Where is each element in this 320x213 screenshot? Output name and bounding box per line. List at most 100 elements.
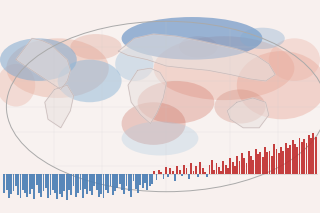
FancyBboxPatch shape	[89, 174, 91, 191]
Polygon shape	[227, 98, 269, 128]
FancyBboxPatch shape	[105, 174, 107, 190]
FancyBboxPatch shape	[8, 174, 10, 198]
FancyBboxPatch shape	[80, 174, 81, 190]
FancyBboxPatch shape	[310, 138, 312, 174]
FancyBboxPatch shape	[84, 174, 86, 189]
FancyBboxPatch shape	[13, 174, 14, 191]
FancyBboxPatch shape	[255, 149, 257, 174]
FancyBboxPatch shape	[204, 172, 206, 174]
FancyBboxPatch shape	[119, 174, 121, 184]
FancyBboxPatch shape	[243, 158, 245, 174]
FancyBboxPatch shape	[303, 139, 305, 174]
Ellipse shape	[122, 121, 198, 155]
FancyBboxPatch shape	[268, 151, 270, 174]
FancyBboxPatch shape	[4, 174, 5, 193]
Polygon shape	[128, 68, 166, 124]
FancyBboxPatch shape	[190, 163, 192, 174]
FancyBboxPatch shape	[6, 174, 8, 190]
FancyBboxPatch shape	[197, 174, 199, 177]
Ellipse shape	[138, 81, 214, 124]
FancyBboxPatch shape	[31, 174, 33, 189]
FancyBboxPatch shape	[248, 151, 250, 174]
FancyBboxPatch shape	[234, 166, 236, 174]
FancyBboxPatch shape	[121, 174, 123, 190]
FancyBboxPatch shape	[218, 167, 220, 174]
FancyBboxPatch shape	[163, 174, 164, 179]
Ellipse shape	[214, 89, 266, 124]
FancyBboxPatch shape	[181, 174, 183, 176]
FancyBboxPatch shape	[29, 174, 31, 194]
FancyBboxPatch shape	[50, 174, 52, 195]
FancyBboxPatch shape	[213, 170, 215, 174]
Polygon shape	[118, 34, 275, 81]
FancyBboxPatch shape	[245, 163, 247, 174]
FancyBboxPatch shape	[61, 174, 63, 197]
FancyBboxPatch shape	[52, 174, 54, 190]
Ellipse shape	[115, 47, 154, 81]
FancyBboxPatch shape	[17, 174, 19, 195]
FancyBboxPatch shape	[312, 133, 314, 174]
Polygon shape	[16, 38, 70, 89]
FancyBboxPatch shape	[271, 156, 273, 174]
FancyBboxPatch shape	[73, 174, 75, 186]
Ellipse shape	[179, 36, 218, 58]
FancyBboxPatch shape	[294, 144, 296, 174]
FancyBboxPatch shape	[75, 174, 77, 197]
FancyBboxPatch shape	[91, 174, 93, 195]
FancyBboxPatch shape	[63, 174, 65, 191]
FancyBboxPatch shape	[183, 165, 185, 174]
FancyBboxPatch shape	[280, 147, 282, 174]
Ellipse shape	[237, 51, 320, 119]
FancyBboxPatch shape	[20, 174, 21, 198]
FancyBboxPatch shape	[77, 174, 79, 193]
Ellipse shape	[58, 60, 122, 102]
FancyBboxPatch shape	[216, 163, 217, 174]
Ellipse shape	[122, 102, 186, 145]
Ellipse shape	[70, 34, 122, 60]
FancyBboxPatch shape	[308, 135, 310, 174]
FancyBboxPatch shape	[264, 147, 266, 174]
Ellipse shape	[122, 17, 262, 60]
FancyBboxPatch shape	[276, 149, 277, 174]
FancyBboxPatch shape	[86, 174, 88, 194]
FancyBboxPatch shape	[209, 165, 211, 174]
Ellipse shape	[6, 21, 320, 192]
FancyBboxPatch shape	[301, 142, 303, 174]
FancyBboxPatch shape	[114, 174, 116, 191]
Ellipse shape	[269, 38, 320, 81]
FancyBboxPatch shape	[112, 174, 114, 195]
FancyBboxPatch shape	[149, 174, 150, 186]
FancyBboxPatch shape	[33, 174, 35, 199]
FancyBboxPatch shape	[179, 170, 180, 174]
FancyBboxPatch shape	[103, 174, 104, 198]
FancyBboxPatch shape	[292, 140, 293, 174]
FancyBboxPatch shape	[193, 171, 194, 174]
FancyBboxPatch shape	[296, 147, 298, 174]
FancyBboxPatch shape	[186, 168, 188, 174]
FancyBboxPatch shape	[156, 174, 157, 180]
FancyBboxPatch shape	[165, 167, 167, 174]
FancyBboxPatch shape	[96, 174, 98, 190]
FancyBboxPatch shape	[100, 174, 102, 194]
FancyBboxPatch shape	[128, 174, 130, 191]
FancyBboxPatch shape	[278, 153, 280, 174]
FancyBboxPatch shape	[167, 174, 169, 177]
FancyBboxPatch shape	[38, 174, 40, 193]
FancyBboxPatch shape	[260, 152, 261, 174]
FancyBboxPatch shape	[262, 157, 264, 174]
FancyBboxPatch shape	[176, 166, 178, 174]
FancyBboxPatch shape	[146, 174, 148, 190]
FancyBboxPatch shape	[158, 170, 160, 174]
FancyBboxPatch shape	[27, 174, 28, 197]
FancyBboxPatch shape	[170, 168, 171, 174]
FancyBboxPatch shape	[283, 151, 284, 174]
FancyBboxPatch shape	[109, 174, 111, 186]
FancyBboxPatch shape	[153, 171, 155, 174]
FancyBboxPatch shape	[24, 174, 26, 193]
FancyBboxPatch shape	[266, 152, 268, 174]
FancyBboxPatch shape	[199, 162, 201, 174]
FancyBboxPatch shape	[135, 174, 137, 189]
FancyBboxPatch shape	[70, 174, 72, 195]
FancyBboxPatch shape	[130, 174, 132, 197]
FancyBboxPatch shape	[227, 168, 229, 174]
